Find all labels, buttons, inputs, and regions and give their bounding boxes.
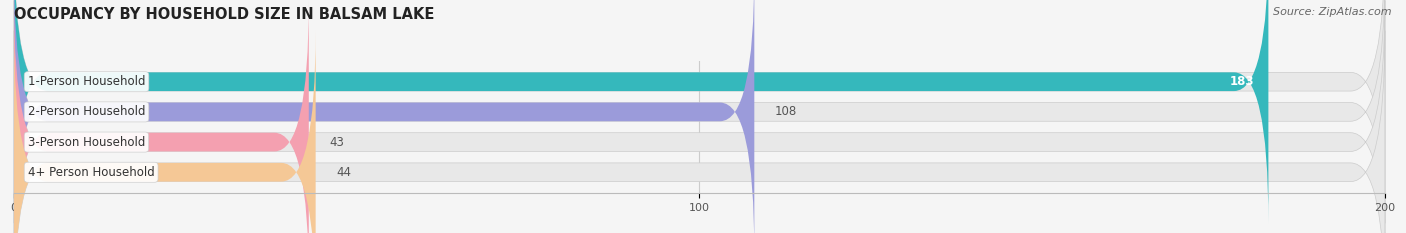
Text: 43: 43 <box>329 136 344 149</box>
FancyBboxPatch shape <box>14 31 1385 233</box>
FancyBboxPatch shape <box>14 0 1385 233</box>
FancyBboxPatch shape <box>14 0 1268 223</box>
FancyBboxPatch shape <box>14 0 1385 223</box>
FancyBboxPatch shape <box>14 0 1385 233</box>
Text: 183: 183 <box>1230 75 1254 88</box>
FancyBboxPatch shape <box>14 31 315 233</box>
Text: 44: 44 <box>336 166 352 179</box>
FancyBboxPatch shape <box>14 0 754 233</box>
Text: 1-Person Household: 1-Person Household <box>28 75 145 88</box>
FancyBboxPatch shape <box>14 0 309 233</box>
Text: Source: ZipAtlas.com: Source: ZipAtlas.com <box>1274 7 1392 17</box>
Text: 108: 108 <box>775 105 797 118</box>
Text: OCCUPANCY BY HOUSEHOLD SIZE IN BALSAM LAKE: OCCUPANCY BY HOUSEHOLD SIZE IN BALSAM LA… <box>14 7 434 22</box>
Text: 4+ Person Household: 4+ Person Household <box>28 166 155 179</box>
Text: 3-Person Household: 3-Person Household <box>28 136 145 149</box>
Text: 2-Person Household: 2-Person Household <box>28 105 145 118</box>
